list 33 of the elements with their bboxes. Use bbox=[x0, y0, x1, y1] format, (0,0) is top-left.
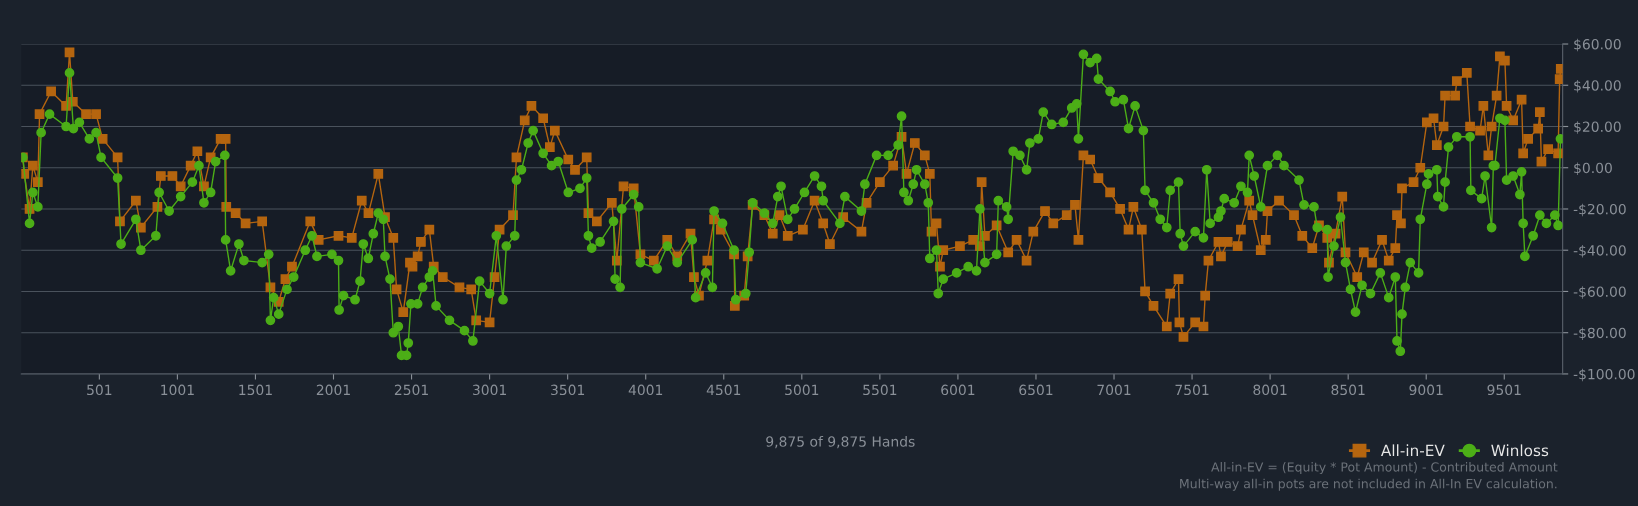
legend-label: Winloss bbox=[1491, 444, 1549, 457]
x-tick-label: 4501 bbox=[706, 384, 741, 396]
x-tick-label: 5001 bbox=[785, 384, 819, 396]
y-tick-label: $40.00 bbox=[1574, 79, 1621, 93]
x-tick-label: 6001 bbox=[941, 384, 975, 396]
y-tick-label: -$100.00 bbox=[1573, 368, 1635, 382]
x-tick-label: 1501 bbox=[239, 384, 272, 396]
x-tick-label: 2501 bbox=[394, 384, 428, 396]
text: All-in-EV = (Equity * Pot Amount) - Contributed Amount bbox=[1211, 462, 1558, 475]
y-tick-label: -$20.00 bbox=[1573, 203, 1626, 217]
x-tick-label: 1001 bbox=[161, 384, 194, 396]
x-tick-label: 5501 bbox=[863, 384, 897, 396]
text: Multi-way all-in pots are not included in All-In EV calculation. bbox=[1180, 478, 1557, 491]
y-tick-label: -$80.00 bbox=[1573, 327, 1626, 341]
x-tick-label: 501 bbox=[87, 384, 112, 396]
y-tick-label: $0.00 bbox=[1574, 162, 1612, 176]
x-tick-label: 4001 bbox=[628, 384, 663, 396]
y-tick-label: -$40.00 bbox=[1573, 244, 1626, 258]
x-tick-label: 3501 bbox=[551, 384, 585, 396]
x-tick-label: 8501 bbox=[1331, 384, 1365, 396]
x-tick-label: 8001 bbox=[1253, 384, 1287, 396]
text: 9,875 of 9,875 Hands bbox=[766, 436, 915, 449]
x-tick-label: 7501 bbox=[1175, 384, 1209, 396]
x-tick-label: 3001 bbox=[472, 384, 506, 396]
y-tick-label: -$60.00 bbox=[1573, 286, 1626, 299]
y-tick-label: $20.00 bbox=[1574, 121, 1621, 134]
x-tick-label: 9001 bbox=[1409, 384, 1443, 396]
legend-label: All-in-EV bbox=[1380, 444, 1445, 456]
x-tick-label: 7001 bbox=[1097, 384, 1131, 396]
x-tick-label: 6501 bbox=[1019, 384, 1053, 396]
y-tick-label: $60.00 bbox=[1574, 38, 1621, 52]
x-tick-label: 9501 bbox=[1487, 384, 1521, 396]
x-tick-label: 2001 bbox=[316, 384, 350, 396]
